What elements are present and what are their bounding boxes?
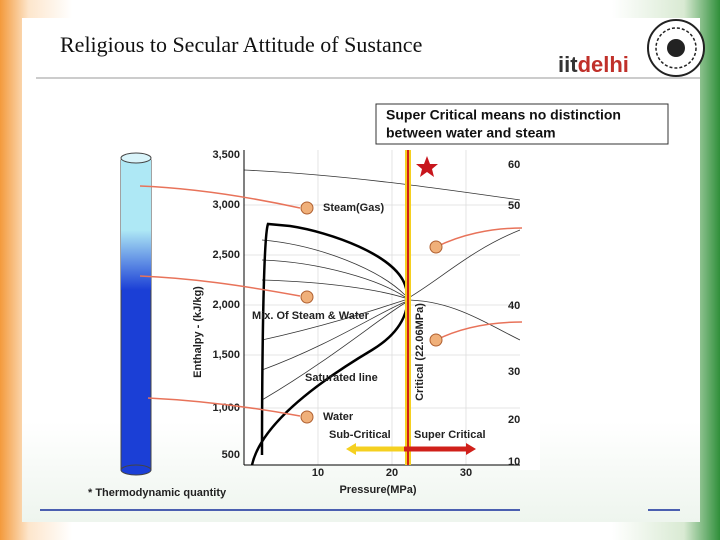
saturated-label: Saturated line bbox=[305, 372, 378, 384]
footnote: * Thermodynamic quantity bbox=[88, 487, 227, 499]
water-label: Water bbox=[323, 411, 354, 423]
x-tick-label: 20 bbox=[386, 467, 398, 479]
y-tick-label: 3,000 bbox=[212, 199, 240, 211]
y-tick-label: 2,000 bbox=[212, 299, 240, 311]
logo-a: iit bbox=[558, 52, 578, 77]
dots bbox=[300, 201, 443, 424]
star bbox=[416, 156, 438, 177]
y-tick-label: 1,500 bbox=[212, 349, 240, 361]
right-tick-label: 10 bbox=[508, 456, 520, 468]
saturation-dome bbox=[250, 222, 409, 466]
critical-label: Critical (22.06MPa) bbox=[414, 303, 426, 401]
tube-top bbox=[120, 152, 152, 164]
y-tick-label: 2,500 bbox=[212, 249, 240, 261]
banner-box bbox=[375, 103, 669, 145]
tube-bottom bbox=[120, 464, 152, 476]
arrowhead bbox=[466, 443, 476, 455]
logo: iitdelhi bbox=[558, 52, 629, 77]
super-critical-label: Super Critical bbox=[414, 429, 486, 441]
ticks: 3,500 3,000 2,500 2,000 1,500 1,000 500 … bbox=[212, 149, 520, 479]
slide-title: Religious to Secular Attitude of Sustanc… bbox=[60, 32, 422, 57]
clip-edge bbox=[520, 150, 540, 470]
isotherms bbox=[243, 169, 521, 401]
x-tick-label: 10 bbox=[312, 467, 324, 479]
right-tick-label: 30 bbox=[508, 366, 520, 378]
x-axis-title: Pressure(MPa) bbox=[339, 484, 416, 496]
right-tick-label: 60 bbox=[508, 159, 520, 171]
y-axis-title: Enthalpy - (kJ/kg) bbox=[192, 286, 204, 378]
y-tick-label: 500 bbox=[222, 449, 240, 461]
mix-label: Mix. Of Steam & Water bbox=[252, 310, 370, 322]
banner-line2: between water and steam bbox=[386, 125, 556, 141]
steam-label: Steam(Gas) bbox=[323, 202, 384, 214]
right-tick-label: 40 bbox=[508, 300, 520, 312]
banner-line1: Super Critical means no distinction bbox=[386, 107, 621, 123]
sub-critical-label: Sub-Critical bbox=[329, 429, 391, 441]
right-tick-label: 50 bbox=[508, 200, 520, 212]
x-tick-label: 30 bbox=[460, 467, 472, 479]
arrowhead bbox=[346, 443, 356, 455]
tube-mix bbox=[121, 230, 151, 290]
logo-b: delhi bbox=[578, 52, 629, 77]
pointer-arrows bbox=[139, 185, 523, 417]
y-tick-label: 3,500 bbox=[212, 149, 240, 161]
right-tick-label: 20 bbox=[508, 414, 520, 426]
emblem bbox=[647, 19, 705, 77]
grid bbox=[244, 150, 520, 465]
